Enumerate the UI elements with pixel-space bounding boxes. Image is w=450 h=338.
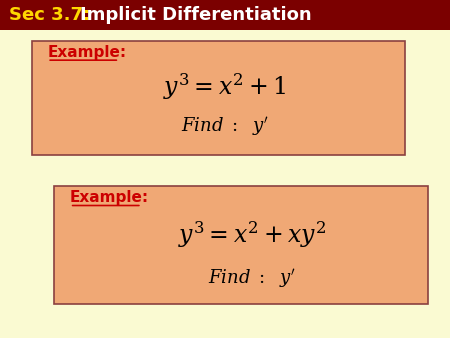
Text: Sec 3.7:: Sec 3.7: — [9, 6, 96, 24]
Text: Example:: Example: — [70, 190, 149, 205]
Text: $y^3 = x^2 + xy^2$: $y^3 = x^2 + xy^2$ — [178, 220, 326, 250]
FancyBboxPatch shape — [0, 0, 450, 30]
FancyBboxPatch shape — [54, 186, 428, 304]
Text: $\mathit{Find}\ :\ \ y'$: $\mathit{Find}\ :\ \ y'$ — [208, 267, 296, 290]
Text: Example:: Example: — [47, 45, 126, 60]
Text: $\mathit{Find}\ :\ \ y'$: $\mathit{Find}\ :\ \ y'$ — [181, 115, 269, 138]
Text: Implicit Differentiation: Implicit Differentiation — [80, 6, 312, 24]
FancyBboxPatch shape — [32, 41, 405, 155]
Text: $y^3 = x^2 + 1$: $y^3 = x^2 + 1$ — [163, 71, 287, 101]
